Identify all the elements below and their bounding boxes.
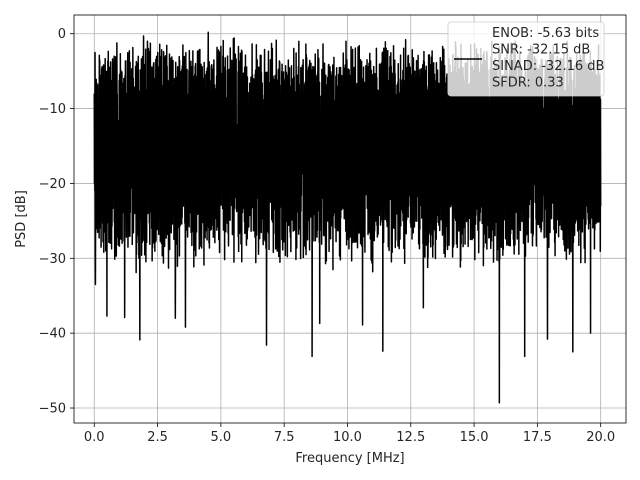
x-tick-label: 5.0 [211,430,232,445]
x-tick-label: 17.5 [523,430,552,445]
x-tick-label: 10.0 [333,430,362,445]
x-tick-label: 15.0 [460,430,489,445]
legend-label-line: ENOB: -5.63 bits [492,26,599,41]
x-axis-label: Frequency [MHz] [295,451,404,466]
plot-frame [73,14,627,424]
y-tick-label: 0 [58,27,66,42]
legend-label-line: SINAD: -32.16 dB [492,59,604,74]
legend-box [447,21,605,97]
axis-ticks: 0.0 2.5 5.0 7.5 10.0 12.5 15.0 17.5 20.0 0 −10 −20 −… [39,27,616,445]
legend-label-line: SFDR: 0.33 [492,76,564,91]
x-tick-label: 7.5 [274,430,295,445]
y-tick-label: −20 [39,177,66,192]
y-tick-label: −40 [39,327,66,342]
legend-label-line: SNR: -32.15 dB [492,43,590,58]
y-axis-label: PSD [dB] [14,190,29,248]
y-tick-label: −30 [39,252,66,267]
y-tick-label: −50 [39,402,66,417]
x-tick-label: 20.0 [586,430,615,445]
y-tick-label: −10 [39,102,66,117]
x-tick-label: 12.5 [396,430,425,445]
x-tick-label: 0.0 [84,430,105,445]
x-tick-label: 2.5 [147,430,168,445]
